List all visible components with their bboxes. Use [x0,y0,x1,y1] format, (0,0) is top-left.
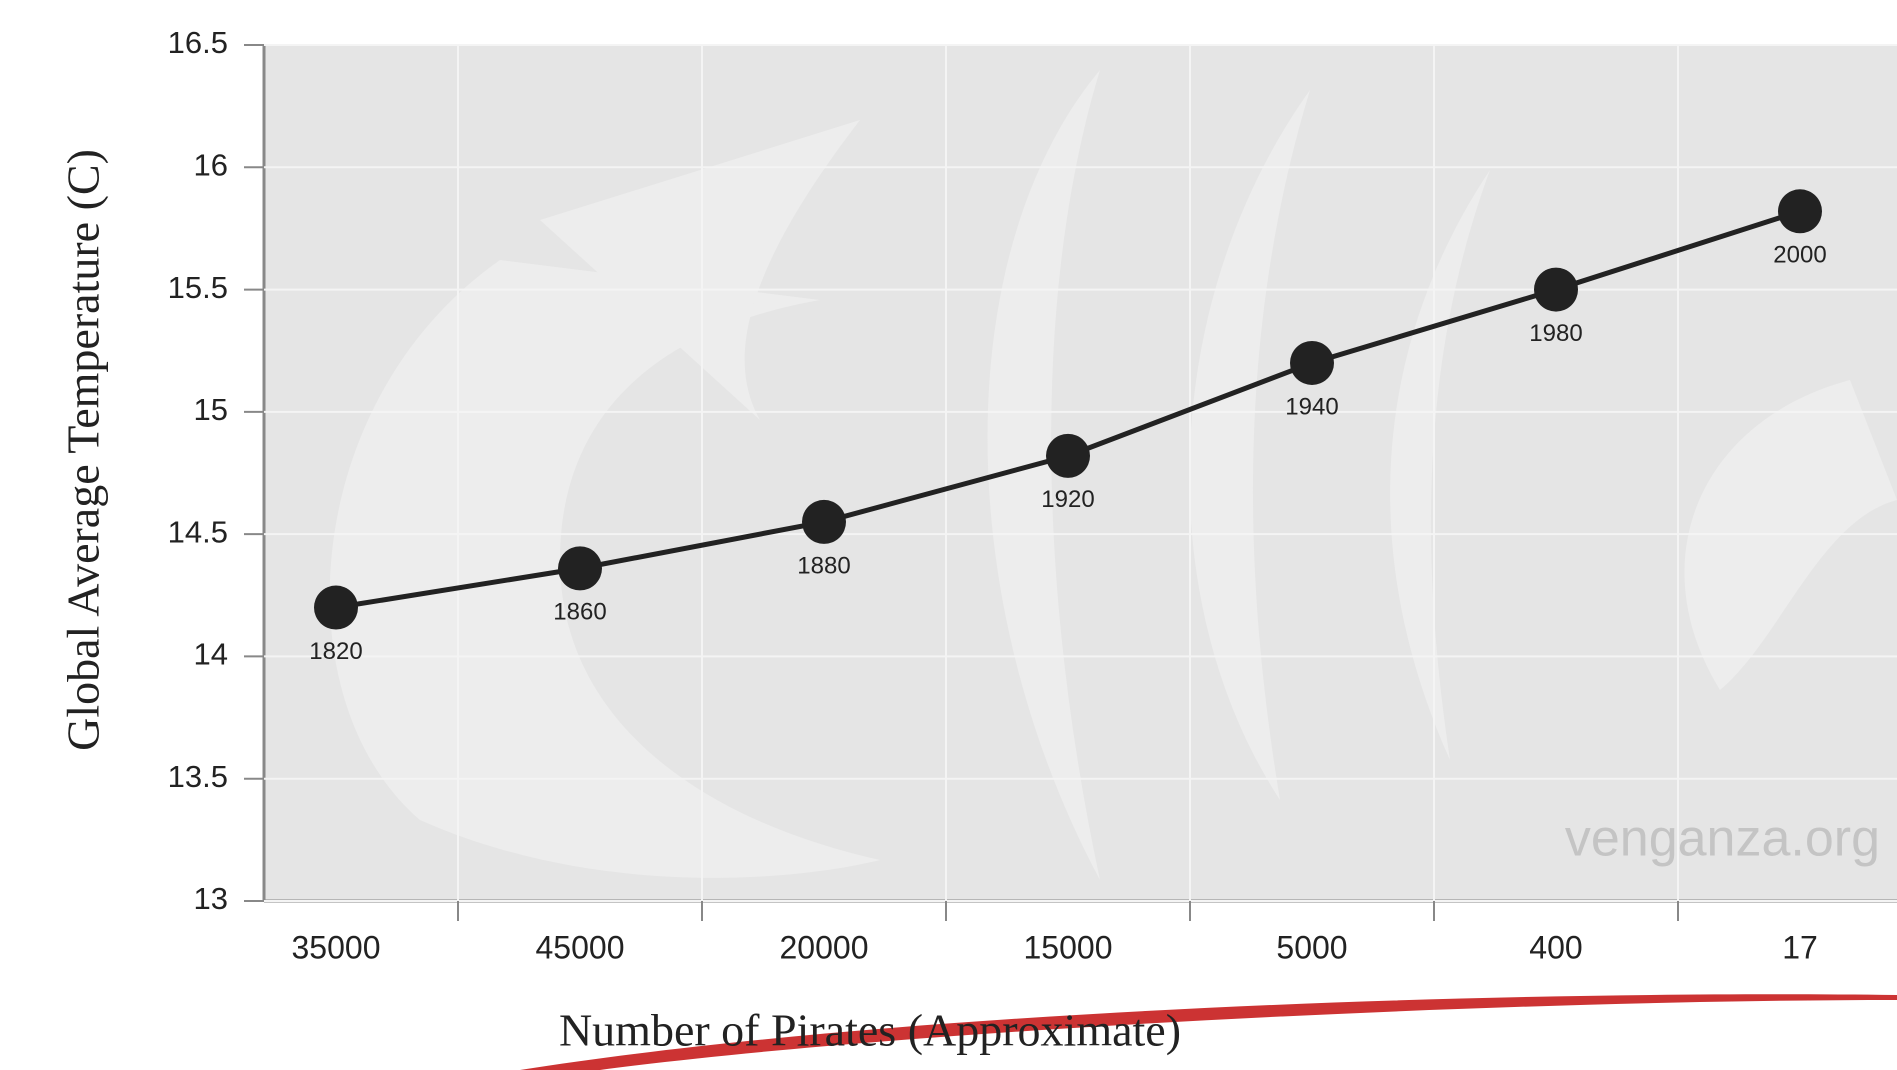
y-tick-label: 15.5 [168,270,228,305]
x-tick-label: 400 [1529,929,1582,965]
y-tick-label: 14.5 [168,514,228,549]
y-tick-label: 13.5 [168,759,228,794]
point-label: 2000 [1773,242,1826,269]
y-axis-title: Global Average Temperature (C) [58,149,109,751]
x-tick-label: 5000 [1276,929,1347,965]
point [1534,268,1578,312]
point [1778,189,1822,233]
point-label: 1940 [1285,393,1338,420]
x-tick-label: 15000 [1024,929,1113,965]
y-tick-label: 15 [194,392,228,427]
point-label: 1880 [797,552,850,579]
x-tick-label: 20000 [780,929,869,965]
point-label: 1820 [309,638,362,665]
y-tick-label: 16 [194,147,228,182]
point [1290,341,1334,385]
watermark: venganza.org [1565,810,1880,868]
chart: venganza.org Number of Pirates (Approxim… [0,0,1897,1070]
x-tick-label: 35000 [292,929,381,965]
page: {"chart_data": {"type": "line", "categor… [0,0,1897,1070]
point-label: 1920 [1041,486,1094,513]
point-label: 1860 [553,599,606,626]
point [1046,434,1090,478]
x-tick-label: 45000 [536,929,625,965]
y-tick-label: 16.5 [168,25,228,60]
x-tick-label: 17 [1782,929,1818,965]
y-tick-label: 13 [194,881,228,916]
y-tick-label: 14 [194,637,228,672]
point-label: 1980 [1529,320,1582,347]
x-axis-title: Number of Pirates (Approximate) [559,1005,1181,1056]
point [802,500,846,544]
point [558,546,602,590]
point [314,586,358,630]
